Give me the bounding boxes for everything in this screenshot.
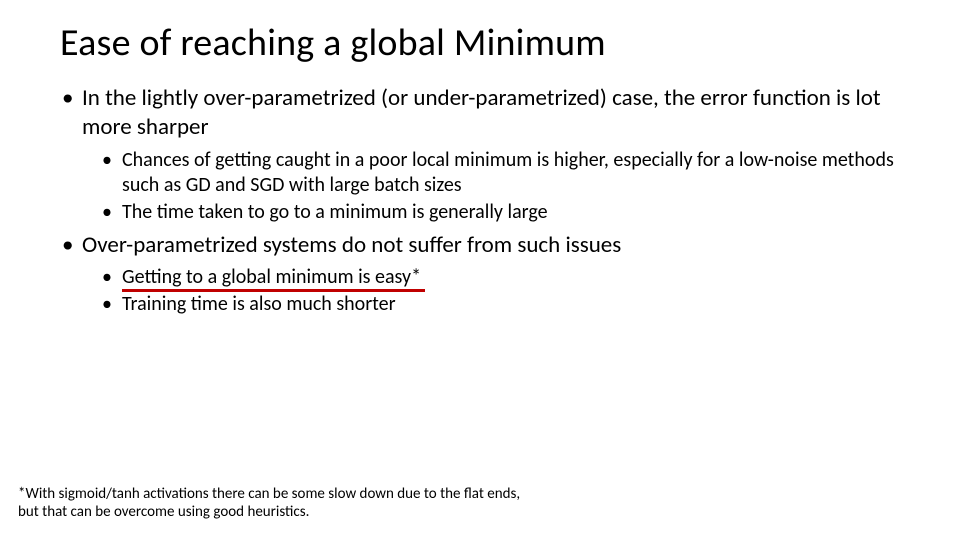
slide-title: Ease of reaching a global Minimum [60, 20, 900, 66]
slide: Ease of reaching a global Minimum In the… [0, 0, 960, 540]
bullet-lvl2: Getting to a global minimum is easy* [102, 265, 900, 290]
bullet-lvl2: Training time is also much shorter [102, 292, 900, 317]
bullet-text: Over-parametrized systems do not suffer … [82, 231, 621, 259]
footnote: *With sigmoid/tanh activations there can… [18, 485, 538, 523]
bullet-lvl1: In the lightly over-parametrized (or und… [60, 84, 900, 225]
bullet-list: In the lightly over-parametrized (or und… [60, 84, 900, 317]
bullet-lvl1: Over-parametrized systems do not suffer … [60, 231, 900, 318]
bullet-sublist: Chances of getting caught in a poor loca… [82, 148, 900, 225]
underlined-text: Getting to a global minimum is easy* [122, 265, 421, 289]
bullet-lvl2: Chances of getting caught in a poor loca… [102, 148, 900, 198]
bullet-sublist: Getting to a global minimum is easy* Tra… [82, 265, 900, 317]
bullet-text: In the lightly over-parametrized (or und… [82, 84, 881, 141]
bullet-lvl2: The time taken to go to a minimum is gen… [102, 200, 900, 225]
